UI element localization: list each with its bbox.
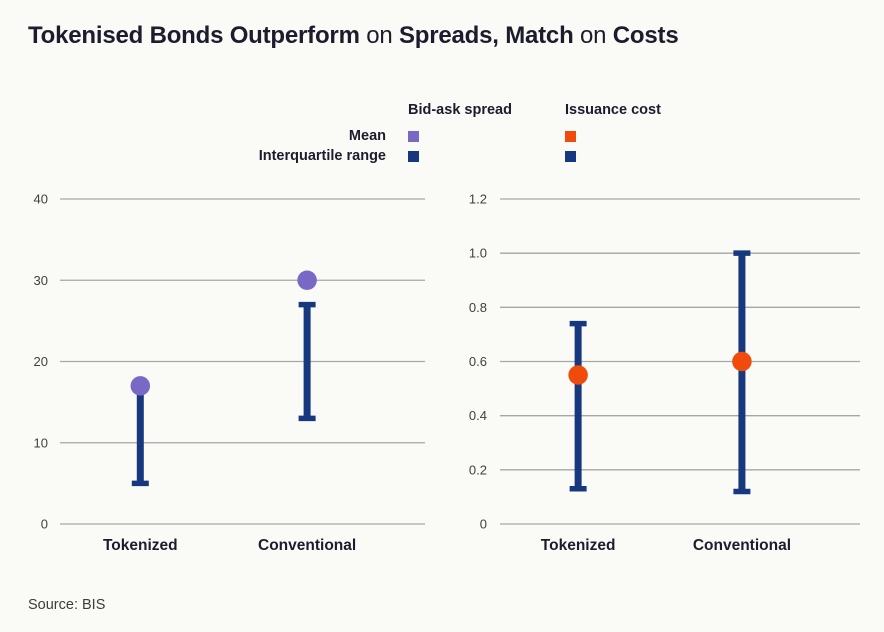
- iqr-bid-ask-swatch-icon: [408, 150, 419, 162]
- y-tick-label: 30: [34, 273, 48, 288]
- y-tick-label: 40: [34, 192, 48, 207]
- source-note: Source: BIS: [28, 597, 106, 613]
- mean-dot: [568, 365, 588, 385]
- legend: Bid-ask spread Issuance cost Mean Interq…: [28, 102, 743, 166]
- category-label: Tokenized: [103, 537, 178, 554]
- mean-dot: [130, 376, 151, 396]
- category-label: Tokenized: [541, 537, 616, 554]
- y-tick-label: 0.2: [469, 462, 487, 477]
- mean-issuance-swatch-icon: [565, 130, 576, 142]
- y-tick-label: 0.6: [469, 354, 487, 369]
- legend-spacer: [28, 102, 386, 130]
- mean-bid-ask-swatch-icon: [408, 130, 419, 142]
- y-tick-label: 10: [34, 435, 48, 450]
- legend-header-bid-ask-spread: Bid-ask spread: [408, 102, 512, 118]
- title-segment: on: [580, 22, 613, 49]
- legend-swatch-iqr-bid-ask: [386, 148, 543, 164]
- mean-dot: [297, 270, 317, 290]
- title-segment: Tokenised Bonds Outperform: [28, 22, 367, 49]
- legend-swatch-mean-bid-ask: [386, 128, 543, 144]
- issuance-cost-plot: 0 0.2 0.4 0.6 0.8 1.0 1.2 Tokenized Conventional: [469, 192, 860, 554]
- y-tick-label: 0.8: [469, 300, 487, 315]
- issuance-cost-chart: 0 0.2 0.4 0.6 0.8 1.0 1.2 Tokenized Conventional: [460, 188, 868, 573]
- legend-header-issuance-cost: Issuance cost: [565, 102, 661, 118]
- category-label: Conventional: [258, 537, 356, 554]
- title-segment: Spreads, Match: [398, 22, 581, 49]
- y-tick-label: 0: [41, 517, 48, 532]
- title-segment: on: [366, 22, 399, 49]
- page-title: Tokenised Bonds Outperform on Spreads, M…: [28, 22, 679, 50]
- iqr-issuance-swatch-icon: [565, 150, 576, 162]
- mean-dot: [732, 351, 752, 372]
- bid-ask-spread-plot: 0 10 20 30 40 Tokenized Conventional: [34, 192, 425, 554]
- y-tick-label: 20: [34, 354, 48, 369]
- legend-swatch-iqr-issuance: [543, 148, 743, 164]
- category-label: Conventional: [693, 537, 791, 554]
- legend-swatch-mean-issuance: [543, 128, 743, 144]
- y-tick-label: 0: [480, 517, 487, 532]
- legend-label-mean: Mean: [348, 128, 386, 144]
- bid-ask-spread-chart: 0 10 20 30 40 Tokenized Conventional: [28, 188, 432, 573]
- y-tick-label: 1.0: [469, 246, 487, 261]
- y-tick-label: 1.2: [469, 192, 487, 207]
- legend-label-interquartile-range: Interquartile range: [258, 148, 386, 164]
- y-tick-label: 0.4: [469, 408, 487, 423]
- title-segment: Costs: [612, 22, 679, 49]
